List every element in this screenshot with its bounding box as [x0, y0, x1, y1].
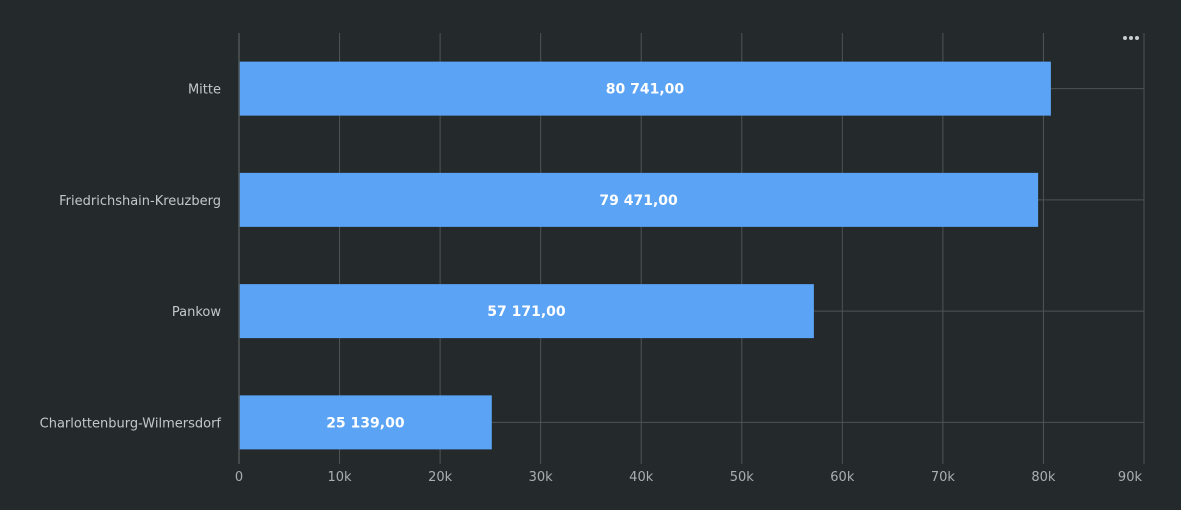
category-label: Mitte: [188, 83, 221, 98]
category-label: Pankow: [172, 305, 221, 320]
x-tick-label: 10k: [328, 470, 353, 485]
bar-data-label: 80 741,00: [606, 82, 685, 98]
bar: [239, 395, 492, 450]
x-tick-label: 50k: [730, 470, 755, 485]
x-tick-label: 80k: [1031, 470, 1056, 485]
x-tick-label: 90k: [1118, 470, 1143, 485]
bar-data-label: 57 171,00: [487, 304, 566, 320]
x-tick-label: 30k: [529, 470, 554, 485]
bar: [239, 284, 814, 339]
bar-data-label: 79 471,00: [599, 193, 678, 209]
x-tick-label: 60k: [830, 470, 855, 485]
x-tick-label: 0: [235, 470, 243, 485]
bar: [239, 61, 1051, 116]
category-label: Charlottenburg-Wilmersdorf: [40, 416, 222, 431]
more-horizontal-icon[interactable]: [1118, 30, 1144, 46]
x-tick-label: 20k: [428, 470, 453, 485]
x-tick-label: 70k: [931, 470, 956, 485]
bar: [239, 172, 1039, 227]
bar-data-label: 25 139,00: [326, 415, 405, 431]
category-label: Friedrichshain-Kreuzberg: [59, 194, 221, 209]
x-tick-label: 40k: [629, 470, 654, 485]
